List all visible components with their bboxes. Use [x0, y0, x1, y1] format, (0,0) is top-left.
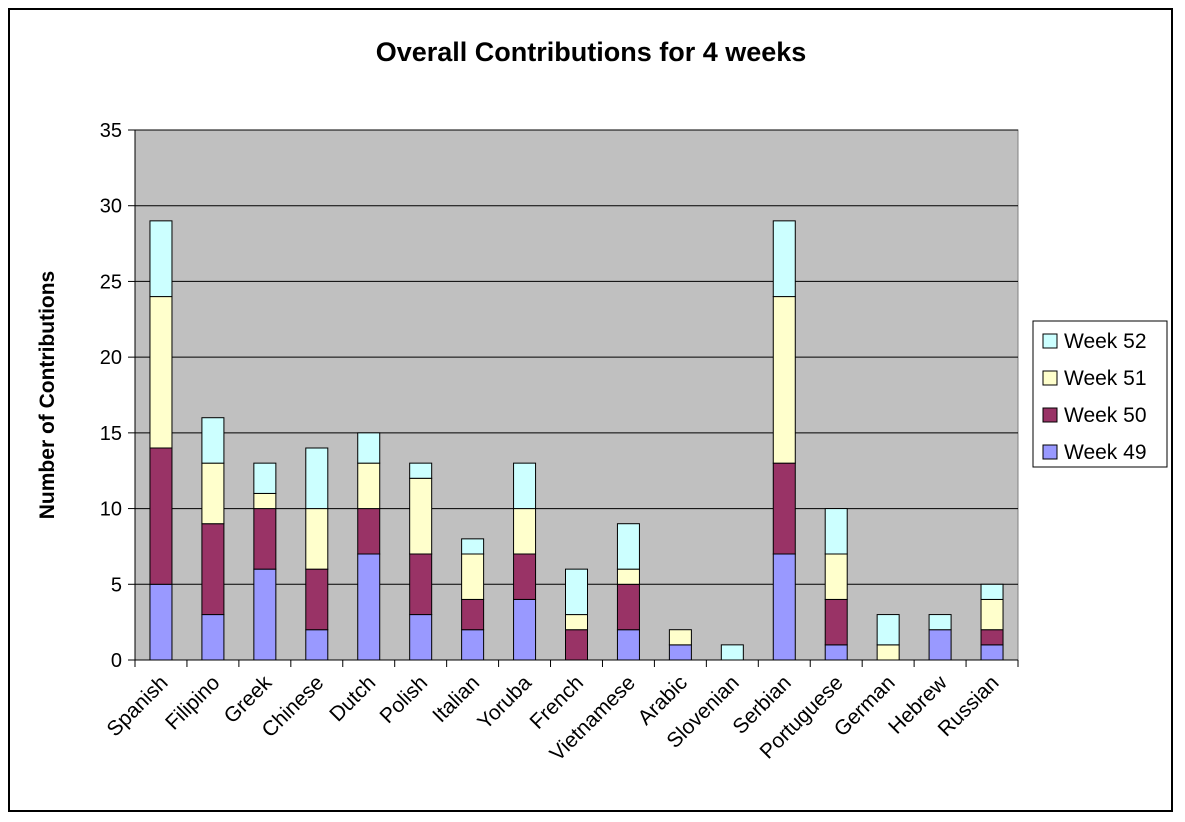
legend-swatch	[1042, 407, 1058, 423]
y-tick-labels: 0 5 10 15 20 25 30 35	[100, 120, 122, 672]
x-category-label: Filipino	[161, 671, 224, 734]
x-category-label: Spanish	[103, 671, 173, 741]
bar-segment-yoruba-week-1	[513, 553, 537, 600]
bar-segment-polish-week-0	[409, 614, 433, 661]
bar-segment-chinese-week-3	[305, 447, 329, 510]
legend-label: Week 50	[1064, 404, 1147, 427]
bar-segment-dutch-week-1	[357, 508, 381, 555]
bar-segment-serbian-week-3	[772, 220, 796, 298]
bar-segment-greek-week-0	[253, 568, 277, 661]
bar-segment-yoruba-week-0	[513, 598, 537, 661]
bar-segment-polish-week-2	[409, 477, 433, 555]
bar-segment-russian-week-1	[980, 629, 1004, 646]
bar-segment-polish-week-1	[409, 553, 433, 616]
bar-segment-german-week-3	[876, 614, 900, 646]
bar-segment-serbian-week-1	[772, 462, 796, 555]
bar-segment-yoruba-week-3	[513, 462, 537, 510]
bar-segment-greek-week-1	[253, 508, 277, 570]
bar-segment-french-week-1	[565, 629, 588, 661]
bar-segment-slovenian-week-3	[720, 644, 744, 661]
bar-segment-filipino-week-2	[201, 462, 225, 525]
bar-segment-arabic-week-0	[668, 644, 692, 661]
y-tick-label: 0	[111, 650, 122, 672]
bar-segment-portuguese-week-0	[824, 644, 848, 661]
bar-segment-german-week-2	[876, 644, 900, 661]
axes	[128, 129, 1019, 667]
legend-label: Week 49	[1064, 441, 1147, 464]
bar-segment-hebrew-week-3	[928, 614, 952, 631]
bar-segment-russian-week-0	[980, 644, 1004, 661]
bar-segment-greek-week-2	[253, 492, 277, 510]
bar-segment-dutch-week-2	[357, 462, 381, 510]
bar-segment-vietnamese-week-1	[616, 583, 640, 631]
bar-segment-italian-week-1	[461, 598, 485, 631]
bar-segment-french-week-3	[565, 568, 588, 616]
gridlines	[135, 129, 1018, 585]
y-tick-label: 20	[100, 347, 122, 369]
bar-segment-polish-week-3	[409, 462, 433, 479]
bar-segment-portuguese-week-1	[824, 598, 848, 646]
bar-segment-filipino-week-0	[201, 614, 225, 661]
bar-segment-portuguese-week-3	[824, 508, 848, 555]
bar-segment-italian-week-2	[461, 553, 485, 600]
bar-segment-filipino-week-1	[201, 523, 225, 616]
bar-segment-french-week-2	[565, 614, 588, 631]
bar-segment-italian-week-0	[461, 629, 485, 661]
bar-segment-portuguese-week-2	[824, 553, 848, 600]
bar-segment-arabic-week-2	[668, 629, 692, 646]
bar-segment-russian-week-3	[980, 583, 1004, 600]
bar-segment-dutch-week-3	[357, 432, 381, 464]
x-category-label: Yoruba	[473, 671, 536, 734]
bar-segment-russian-week-2	[980, 598, 1004, 631]
x-category-label: Polish	[375, 671, 432, 728]
bar-segment-italian-week-3	[461, 538, 485, 555]
x-category-labels: SpanishFilipinoGreekChineseDutchPolishIt…	[103, 671, 1004, 766]
bar-segment-chinese-week-2	[305, 508, 329, 570]
y-tick-label: 5	[111, 574, 122, 596]
bar-segment-serbian-week-0	[772, 553, 796, 661]
legend-label: Week 52	[1064, 330, 1147, 353]
bar-segment-filipino-week-3	[201, 417, 225, 464]
legend-swatch	[1042, 370, 1058, 386]
bars	[149, 220, 1004, 661]
y-axis-label: Number of Contributions	[36, 271, 59, 519]
bar-segment-vietnamese-week-0	[616, 629, 640, 661]
legend-swatch	[1042, 444, 1058, 460]
legend-swatch	[1042, 333, 1058, 349]
bar-segment-vietnamese-week-3	[616, 523, 640, 570]
bar-segment-greek-week-3	[253, 462, 277, 494]
bar-segment-dutch-week-0	[357, 553, 381, 661]
y-tick-label: 10	[100, 499, 122, 521]
y-tick-label: 25	[100, 271, 122, 293]
bar-segment-yoruba-week-2	[513, 508, 537, 555]
x-category-label: Dutch	[325, 671, 380, 726]
bar-segment-chinese-week-1	[305, 568, 329, 631]
legend: Week 52 Week 51 Week 50 Week 49	[1032, 320, 1168, 468]
bar-segment-spanish-week-0	[149, 583, 173, 661]
legend-label: Week 51	[1064, 367, 1147, 390]
y-tick-label: 15	[100, 423, 122, 445]
bar-segment-chinese-week-0	[305, 629, 329, 661]
bar-segment-vietnamese-week-2	[616, 568, 640, 585]
bar-segment-spanish-week-2	[149, 296, 173, 449]
chart-title: Overall Contributions for 4 weeks	[376, 37, 807, 67]
bar-segment-spanish-week-3	[149, 220, 173, 298]
y-tick-label: 35	[100, 120, 122, 142]
bar-segment-spanish-week-1	[149, 447, 173, 585]
bar-segment-hebrew-week-0	[928, 629, 952, 661]
bar-segment-serbian-week-2	[772, 296, 796, 464]
y-tick-label: 30	[100, 196, 122, 218]
